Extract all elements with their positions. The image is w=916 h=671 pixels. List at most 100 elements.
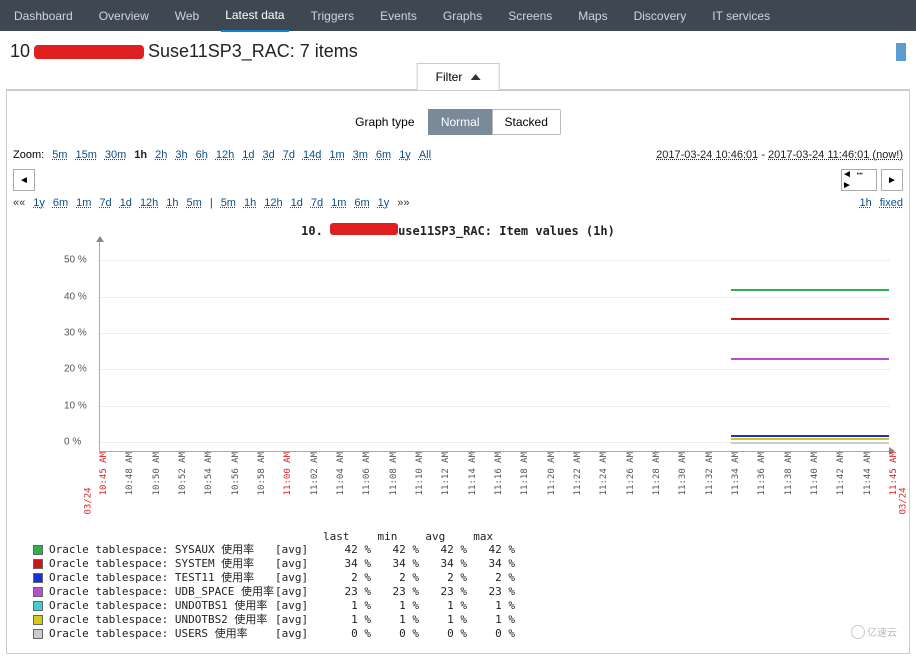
- legend-avg: 23 %: [425, 585, 467, 599]
- fine-back-6m[interactable]: 6m: [53, 197, 68, 209]
- zoom-2h[interactable]: 2h: [155, 149, 167, 161]
- fine-fwd-1h[interactable]: 1h: [244, 197, 256, 209]
- zoom-label: Zoom:: [13, 149, 44, 161]
- legend-max: 2 %: [473, 571, 515, 585]
- nav-item-overview[interactable]: Overview: [95, 1, 153, 31]
- fine-back-1d[interactable]: 1d: [120, 197, 132, 209]
- x-tick: 11:36 AM: [757, 452, 767, 495]
- legend-max: 34 %: [473, 557, 515, 571]
- graph-type-stacked-button[interactable]: Stacked: [492, 109, 561, 135]
- fine-back-1y[interactable]: 1y: [33, 197, 45, 209]
- legend-row: Oracle tablespace: USERS 使用率[avg]0 %0 %0…: [33, 627, 899, 641]
- x-tick: 11:40 AM: [810, 452, 820, 495]
- filter-toggle[interactable]: Filter: [417, 63, 500, 90]
- legend-name: Oracle tablespace: UNDOTBS2 使用率: [49, 613, 269, 627]
- x-tick: 11:06 AM: [362, 452, 372, 495]
- legend: lastminavgmax Oracle tablespace: SYSAUX …: [17, 526, 899, 641]
- x-tick: 11:24 AM: [599, 452, 609, 495]
- fine-fwd-1d[interactable]: 1d: [291, 197, 303, 209]
- zoom-6h[interactable]: 6h: [196, 149, 208, 161]
- period-1h[interactable]: 1h: [860, 197, 872, 209]
- x-tick: 11:00 AM: [283, 452, 293, 495]
- fine-fwd-7d[interactable]: 7d: [311, 197, 323, 209]
- legend-col-min: min: [378, 530, 398, 543]
- y-tick: 30 %: [64, 327, 87, 338]
- zoom-1y[interactable]: 1y: [399, 149, 411, 161]
- x-tick: 11:10 AM: [415, 452, 425, 495]
- fine-back-1h[interactable]: 1h: [166, 197, 178, 209]
- legend-agg: [avg]: [275, 557, 323, 571]
- y-tick: 10 %: [64, 400, 87, 411]
- zoom-7d[interactable]: 7d: [283, 149, 295, 161]
- legend-header: lastminavgmax: [33, 530, 899, 543]
- graph-type-label: Graph type: [355, 115, 414, 129]
- x-tick: 11:34 AM: [731, 452, 741, 495]
- zoom-3h[interactable]: 3h: [175, 149, 187, 161]
- legend-swatch: [33, 545, 43, 555]
- x-tick: 10:48 AM: [125, 452, 135, 495]
- nav-item-web[interactable]: Web: [171, 1, 203, 31]
- graph-type-normal-button[interactable]: Normal: [428, 109, 493, 135]
- fine-back-7d[interactable]: 7d: [99, 197, 111, 209]
- fine-back-5m[interactable]: 5m: [187, 197, 202, 209]
- zoom-1m[interactable]: 1m: [329, 149, 344, 161]
- nav-item-latest-data[interactable]: Latest data: [221, 0, 288, 32]
- zoom-3d[interactable]: 3d: [262, 149, 274, 161]
- x-tick: 11:14 AM: [468, 452, 478, 495]
- nav-next-button[interactable]: ►: [881, 169, 903, 191]
- legend-name: Oracle tablespace: UDB_SPACE 使用率: [49, 585, 269, 599]
- zoom-12h[interactable]: 12h: [216, 149, 234, 161]
- zoom-15m[interactable]: 15m: [75, 149, 96, 161]
- chart: 03/24 03/24 0 %10 %20 %30 %40 %50 % 10:4…: [17, 242, 899, 526]
- series-line: [731, 289, 889, 291]
- series-line: [731, 358, 889, 360]
- nav-prev-button[interactable]: ◄: [13, 169, 35, 191]
- legend-swatch: [33, 573, 43, 583]
- zoom-links: Zoom: 5m 15m 30m 1h 2h 3h 6h 12h 1d 3d 7d 14d 1m 3m 6m…: [13, 149, 431, 161]
- legend-avg: 42 %: [425, 543, 467, 557]
- legend-agg: [avg]: [275, 613, 323, 627]
- fine-fwd-1y[interactable]: 1y: [378, 197, 390, 209]
- fine-fwd-12h[interactable]: 12h: [264, 197, 282, 209]
- nav-item-dashboard[interactable]: Dashboard: [10, 1, 77, 31]
- nav-item-it-services[interactable]: IT services: [708, 1, 774, 31]
- graph-type-row: Graph type NormalStacked: [13, 109, 903, 135]
- legend-last: 42 %: [329, 543, 371, 557]
- fine-fwd-5m[interactable]: 5m: [221, 197, 236, 209]
- legend-row: Oracle tablespace: SYSTEM 使用率 [avg] 34 % 34…: [33, 557, 899, 571]
- period-fixed[interactable]: fixed: [880, 197, 903, 209]
- fine-back-12h[interactable]: 12h: [140, 197, 158, 209]
- legend-last: 1 %: [329, 599, 371, 613]
- fine-fwd-6m[interactable]: 6m: [354, 197, 369, 209]
- nav-item-screens[interactable]: Screens: [504, 1, 556, 31]
- legend-last: 2 %: [329, 571, 371, 585]
- fine-fwd-1m[interactable]: 1m: [331, 197, 346, 209]
- x-tick: 10:45 AM: [99, 452, 109, 495]
- legend-max: 1 %: [473, 599, 515, 613]
- legend-avg: 1 %: [425, 613, 467, 627]
- zoom-1h[interactable]: 1h: [134, 149, 147, 161]
- time-from[interactable]: 2017-03-24 10:46:01: [656, 149, 758, 161]
- nav-scrub-button[interactable]: ◄ ┉ ►: [841, 169, 877, 191]
- time-to[interactable]: 2017-03-24 11:46:01 (now!): [768, 149, 903, 161]
- x-tick: 10:58 AM: [257, 452, 267, 495]
- nav-item-triggers[interactable]: Triggers: [307, 1, 359, 31]
- nav-item-discovery[interactable]: Discovery: [630, 1, 691, 31]
- legend-last: 34 %: [329, 557, 371, 571]
- zoom-1d[interactable]: 1d: [242, 149, 254, 161]
- zoom-3m[interactable]: 3m: [353, 149, 368, 161]
- nav-item-events[interactable]: Events: [376, 1, 421, 31]
- legend-avg: 1 %: [425, 599, 467, 613]
- zoom-14d[interactable]: 14d: [303, 149, 321, 161]
- zoom-6m[interactable]: 6m: [376, 149, 391, 161]
- x-tick: 11:38 AM: [784, 452, 794, 495]
- legend-name: Oracle tablespace: UNDOTBS1 使用率: [49, 599, 269, 613]
- legend-name: Oracle tablespace: SYSTEM 使用率: [49, 557, 269, 571]
- nav-item-graphs[interactable]: Graphs: [439, 1, 486, 31]
- fine-back-1m[interactable]: 1m: [76, 197, 91, 209]
- zoom-30m[interactable]: 30m: [105, 149, 126, 161]
- zoom-5m[interactable]: 5m: [52, 149, 67, 161]
- zoom-All[interactable]: All: [419, 149, 431, 161]
- nav-item-maps[interactable]: Maps: [574, 1, 611, 31]
- help-badge[interactable]: [896, 43, 906, 61]
